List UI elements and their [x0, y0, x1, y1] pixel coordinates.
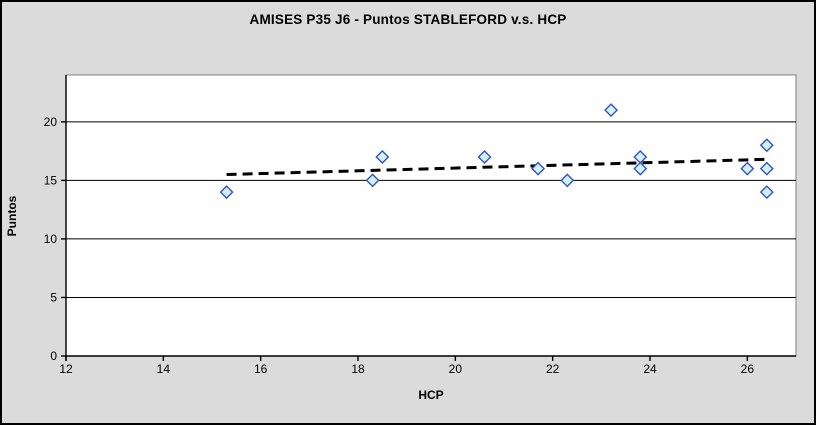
data-point-3	[477, 149, 492, 164]
data-point-0	[219, 185, 234, 200]
y-tick-label-0: 0	[50, 349, 57, 363]
data-point-5	[560, 173, 575, 188]
y-tick-label-10: 10	[44, 232, 58, 246]
y-tick-label-20: 20	[44, 115, 58, 129]
x-tick-label-26: 26	[741, 362, 755, 376]
y-axis-title: Puntos	[5, 195, 19, 237]
y-tick-label-5: 5	[50, 290, 57, 304]
plot-background	[65, 74, 797, 357]
x-tick-label-22: 22	[546, 362, 560, 376]
data-point-11	[759, 161, 774, 176]
data-point-6	[604, 103, 619, 118]
trendline	[226, 157, 767, 177]
data-point-2	[375, 149, 390, 164]
x-tick-label-16: 16	[254, 362, 268, 376]
x-axis-title: HCP	[418, 388, 444, 402]
x-tick-label-20: 20	[449, 362, 463, 376]
data-point-8	[633, 161, 648, 176]
x-tick-label-14: 14	[157, 362, 171, 376]
chart-title: AMISES P35 J6 - Puntos STABLEFORD v.s. H…	[249, 12, 567, 27]
data-point-10	[759, 138, 774, 153]
data-point-9	[740, 161, 755, 176]
y-tick-label-15: 15	[44, 173, 58, 187]
data-point-4	[531, 161, 546, 176]
x-tick-label-24: 24	[643, 362, 657, 376]
data-point-1	[365, 173, 380, 188]
x-tick-label-12: 12	[59, 362, 73, 376]
data-point-12	[759, 185, 774, 200]
x-tick-label-18: 18	[351, 362, 365, 376]
